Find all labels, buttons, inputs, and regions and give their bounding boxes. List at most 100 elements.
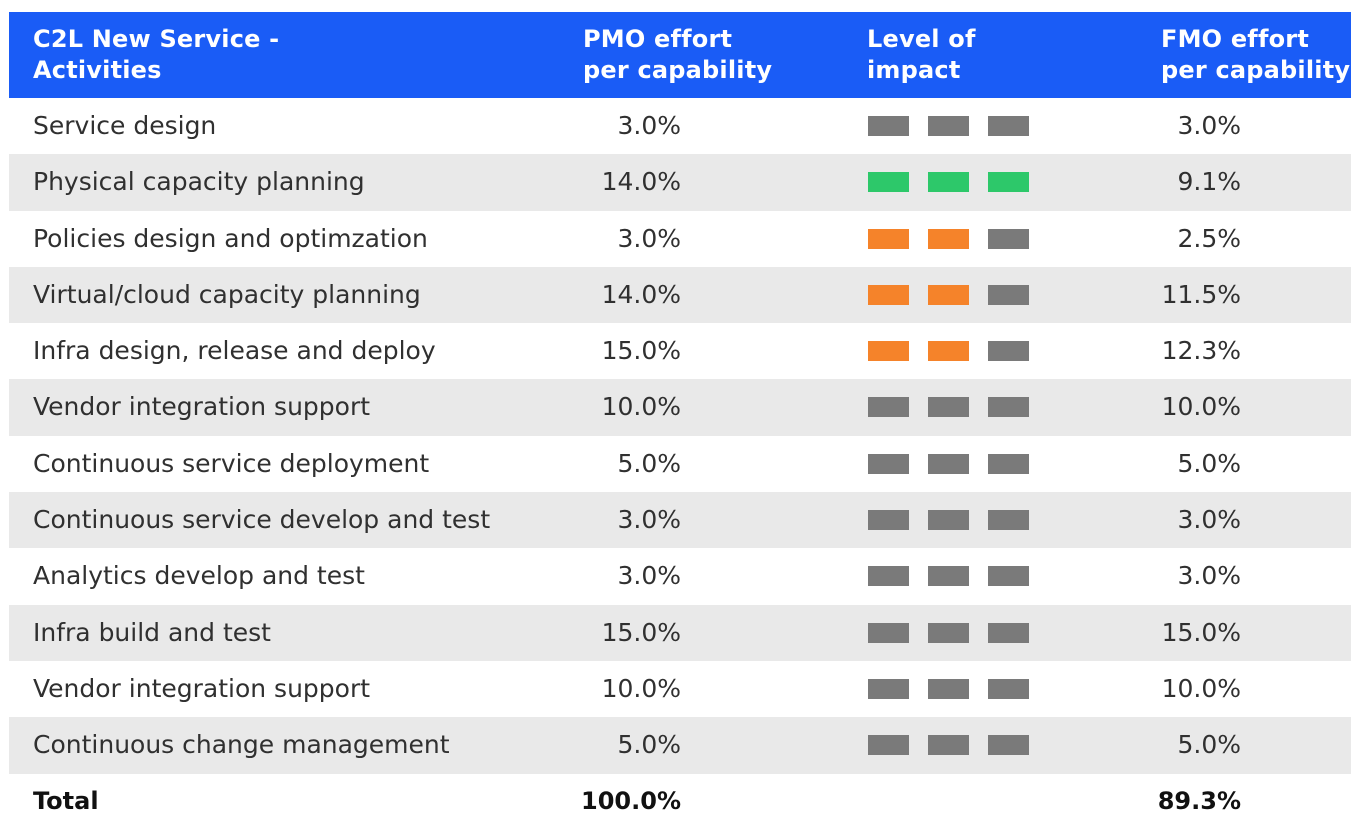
table-row: Vendor integration support 10.0% 10.0% (9, 379, 1351, 436)
header-fmo-line2: per capability (1161, 56, 1351, 84)
fmo-effort-value: 10.0% (1161, 673, 1241, 703)
impact-block-gray (988, 341, 1029, 362)
table-row: Analytics develop and test 3.0% 3.0% (9, 548, 1351, 604)
activity-name: Vendor integration support (33, 392, 371, 422)
impact-block-gray (928, 566, 969, 587)
activity-name: Continuous service deployment (33, 448, 430, 478)
header-activities-line2: Activities (33, 56, 162, 84)
table-row: Infra design, release and deploy 15.0% 12.… (9, 323, 1351, 379)
impact-block-gray (988, 284, 1029, 305)
impact-block-gray (988, 678, 1029, 699)
impact-block-gray (928, 116, 969, 136)
header-level-line1: Level of (867, 25, 976, 53)
impact-block-green (868, 172, 909, 193)
table-row: Infra build and test 15.0% 15.0% (9, 604, 1351, 661)
table-row: Policies design and optimzation 3.0% 2.5% (9, 211, 1351, 267)
activity-name: Virtual/cloud capacity planning (33, 279, 421, 309)
pmo-effort-value: 5.0% (617, 448, 681, 478)
impact-indicator (868, 397, 1030, 418)
impact-block-gray (928, 453, 969, 474)
impact-block-orange (928, 341, 969, 362)
total-row: Total 100.0% 89.3% (9, 774, 1351, 828)
table-row: Continuous service deployment 5.0% 5.0% (9, 436, 1351, 492)
impact-indicator (868, 735, 1030, 756)
impact-indicator (868, 510, 1030, 531)
impact-indicator (868, 678, 1030, 699)
pmo-effort-value: 14.0% (601, 279, 681, 309)
total-pmo-effort: 100.0% (581, 786, 681, 815)
fmo-effort-value: 12.3% (1161, 336, 1241, 366)
header-level-of-impact: Level of impact (867, 24, 976, 86)
total-fmo-effort: 89.3% (1157, 786, 1241, 815)
fmo-effort-value: 3.0% (1177, 561, 1241, 591)
fmo-effort-value: 5.0% (1177, 448, 1241, 478)
activity-name: Vendor integration support (33, 673, 371, 703)
impact-block-gray (868, 735, 909, 756)
pmo-effort-value: 10.0% (601, 392, 681, 422)
impact-block-gray (928, 397, 969, 418)
impact-indicator (868, 228, 1030, 249)
impact-indicator (868, 622, 1030, 643)
pmo-effort-value: 3.0% (617, 505, 681, 535)
impact-block-gray (868, 510, 909, 531)
impact-block-gray (868, 453, 909, 474)
table-row: Continuous change management 5.0% 5.0% (9, 717, 1351, 774)
impact-block-gray (868, 566, 909, 587)
activity-name: Continuous service develop and test (33, 505, 491, 535)
pmo-effort-value: 15.0% (601, 336, 681, 366)
pmo-effort-value: 3.0% (617, 111, 681, 140)
header-activities: C2L New Service - Activities (33, 24, 279, 86)
activity-name: Service design (33, 111, 217, 140)
impact-block-gray (988, 566, 1029, 587)
pmo-effort-value: 14.0% (601, 167, 681, 197)
activity-name: Continuous change management (33, 730, 450, 760)
impact-block-gray (868, 678, 909, 699)
impact-block-gray (988, 453, 1029, 474)
fmo-effort-value: 2.5% (1177, 223, 1241, 253)
table-row: Virtual/cloud capacity planning 14.0% 11.5… (9, 266, 1351, 324)
total-label: Total (33, 786, 99, 815)
table-row: Vendor integration support 10.0% 10.0% (9, 661, 1351, 717)
impact-block-orange (928, 228, 969, 249)
impact-indicator (868, 341, 1030, 362)
impact-block-gray (988, 735, 1029, 756)
impact-block-gray (868, 622, 909, 643)
impact-block-gray (868, 116, 909, 136)
impact-block-orange (868, 341, 909, 362)
effort-table: C2L New Service - Activities PMO effort … (9, 12, 1351, 828)
impact-block-gray (928, 678, 969, 699)
header-activities-line1: C2L New Service - (33, 25, 280, 53)
impact-block-orange (928, 284, 969, 305)
impact-indicator (868, 172, 1030, 193)
pmo-effort-value: 15.0% (601, 617, 681, 647)
impact-block-gray (988, 622, 1029, 643)
header-pmo-line1: PMO effort (583, 25, 733, 53)
table-row: Service design 3.0% 3.0% (9, 98, 1351, 154)
impact-block-orange (868, 284, 909, 305)
impact-block-green (928, 172, 969, 193)
impact-block-gray (988, 116, 1029, 136)
fmo-effort-value: 5.0% (1177, 730, 1241, 760)
impact-block-gray (988, 397, 1029, 418)
activity-name: Analytics develop and test (33, 561, 365, 591)
fmo-effort-value: 15.0% (1161, 617, 1241, 647)
impact-block-gray (928, 735, 969, 756)
header-level-line2: impact (867, 56, 961, 84)
fmo-effort-value: 10.0% (1161, 392, 1241, 422)
activity-name: Infra build and test (33, 617, 271, 647)
impact-indicator (868, 284, 1030, 305)
fmo-effort-value: 11.5% (1161, 279, 1241, 309)
impact-block-green (988, 172, 1029, 193)
fmo-effort-value: 3.0% (1177, 111, 1241, 140)
fmo-effort-value: 3.0% (1177, 505, 1241, 535)
table-row: Continuous service develop and test 3.0% 3… (9, 492, 1351, 549)
activity-name: Physical capacity planning (33, 167, 365, 197)
impact-indicator (868, 116, 1030, 136)
pmo-effort-value: 5.0% (617, 730, 681, 760)
header-pmo-effort: PMO effort per capability (583, 24, 772, 86)
header-fmo-effort: FMO effort per capability (1161, 24, 1350, 86)
impact-block-gray (988, 510, 1029, 531)
impact-indicator (868, 453, 1030, 474)
table-header: C2L New Service - Activities PMO effort … (9, 12, 1351, 98)
impact-block-gray (868, 397, 909, 418)
